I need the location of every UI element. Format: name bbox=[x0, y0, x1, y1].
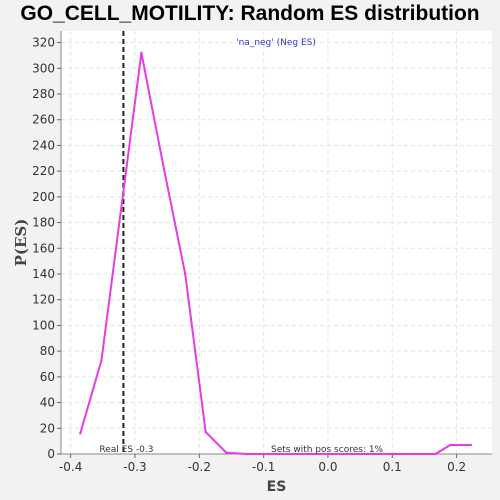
data-point bbox=[371, 452, 375, 456]
y-tick-label: 240 bbox=[32, 138, 55, 152]
x-tick-label: -0.2 bbox=[188, 460, 211, 474]
y-tick-label: 300 bbox=[32, 61, 55, 75]
y-tick-label: 140 bbox=[32, 267, 55, 281]
data-point bbox=[413, 452, 417, 456]
data-point bbox=[140, 51, 143, 55]
y-tick-label: 320 bbox=[32, 36, 55, 50]
data-point bbox=[79, 432, 82, 435]
data-point bbox=[308, 452, 312, 456]
x-tick-label: -0.4 bbox=[59, 460, 82, 474]
data-point bbox=[266, 452, 270, 456]
x-axis-label: ES bbox=[267, 479, 287, 495]
pos-scores-annotation: Sets with pos scores: 1% bbox=[271, 445, 384, 455]
data-point bbox=[288, 452, 291, 456]
x-tick-label: 0.0 bbox=[318, 460, 337, 474]
data-point bbox=[162, 167, 166, 170]
y-tick-label: 280 bbox=[32, 87, 55, 101]
y-tick-label: 0 bbox=[47, 447, 55, 461]
data-point bbox=[448, 443, 452, 447]
real-es-label: Real ES -0.3 bbox=[99, 445, 153, 455]
y-tick-label: 200 bbox=[32, 190, 55, 204]
y-tick-label: 40 bbox=[40, 396, 55, 410]
data-point bbox=[100, 358, 103, 362]
x-tick-label: 0.1 bbox=[383, 460, 402, 474]
data-point bbox=[204, 430, 207, 434]
y-tick-label: 60 bbox=[40, 370, 55, 384]
legend-entry: 'na_neg' (Neg ES) bbox=[236, 38, 316, 48]
y-tick-label: 220 bbox=[32, 164, 55, 178]
data-point bbox=[392, 452, 395, 456]
plot-area bbox=[61, 31, 492, 454]
data-point bbox=[350, 452, 353, 456]
y-tick-label: 80 bbox=[40, 344, 55, 358]
y-tick-label: 260 bbox=[32, 113, 55, 127]
y-tick-label: 100 bbox=[32, 318, 55, 332]
x-tick-label: 0.2 bbox=[447, 460, 466, 474]
y-tick-label: 160 bbox=[32, 241, 55, 255]
y-tick-label: 20 bbox=[40, 421, 55, 435]
data-point bbox=[246, 452, 249, 456]
data-point bbox=[225, 451, 228, 454]
data-point bbox=[329, 452, 333, 456]
chart-title: GO_CELL_MOTILITY: Random ES distribution bbox=[20, 2, 480, 25]
data-point bbox=[183, 272, 187, 276]
data-point bbox=[469, 443, 472, 447]
y-tick-label: 180 bbox=[32, 216, 55, 230]
y-tick-label: 120 bbox=[32, 293, 55, 307]
y-axis-label: P(ES) bbox=[12, 219, 30, 267]
x-tick-label: -0.3 bbox=[123, 460, 146, 474]
x-tick-label: -0.1 bbox=[252, 460, 275, 474]
data-point bbox=[434, 452, 437, 456]
